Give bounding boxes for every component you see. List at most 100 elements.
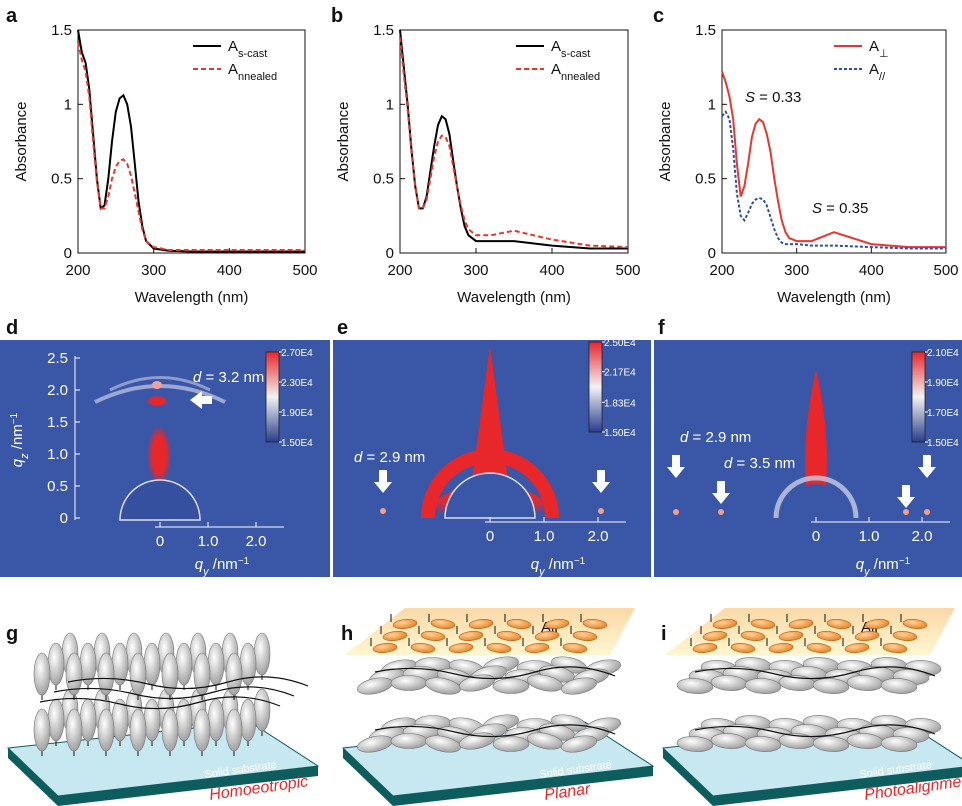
x-tick-label: 400 [217, 262, 242, 279]
mesogen [391, 734, 427, 749]
qy-tick-label: 1.0 [859, 528, 880, 545]
plot-frame [722, 30, 946, 253]
qz-tick-label: 1.5 [47, 414, 68, 431]
bragg-spot [718, 509, 724, 515]
y-tick-label: 1 [64, 96, 72, 113]
annotation-text: = 0.33 [755, 89, 801, 106]
legend-label: A⊥ [869, 38, 889, 60]
label-unit: /nm [545, 556, 574, 573]
qy-tick-label: 1.0 [198, 533, 219, 550]
x-tick-label: 500 [292, 262, 317, 279]
colorbar-label: 2.50E4 [604, 338, 636, 349]
mesogen [66, 709, 82, 751]
specular-rod [147, 425, 171, 485]
x-axis-label: Wavelength (nm) [457, 289, 571, 306]
legend-label: Annealed [551, 61, 600, 83]
annotation: S = 0.35 [812, 200, 868, 217]
mesogen [493, 737, 529, 752]
x-tick-label: 300 [463, 262, 488, 279]
bragg-spot [924, 509, 930, 515]
figure: a 0 0.5 1 1.5 200 300 400 500 Wavelength (nm) Abso… [0, 0, 962, 806]
colorbar-label: 1.50E4 [281, 438, 313, 449]
qz-tick-label: 1.0 [47, 446, 68, 463]
bragg-spot [380, 508, 386, 514]
y-axis-label: Absorbance [13, 101, 30, 181]
panel-label: i [661, 623, 667, 645]
bragg-spot [598, 508, 604, 514]
annotation-text: = 3.5 nm [732, 455, 795, 472]
mesogen [144, 643, 160, 685]
x-tick-label: 400 [539, 262, 564, 279]
label-unit: /nm [209, 556, 238, 573]
y-tick-label: 0.5 [51, 171, 72, 188]
x-tick-label: 200 [709, 262, 734, 279]
x-tick-label: 200 [65, 262, 90, 279]
mesogen [194, 653, 210, 695]
y-tick-label: 1.5 [373, 22, 394, 39]
x-tick-label: 200 [387, 262, 412, 279]
annotation: d = 2.9 nm [680, 429, 751, 446]
mesogen [176, 643, 192, 685]
y-tick-label: 0.5 [373, 171, 394, 188]
annotation-var: S [745, 89, 755, 106]
annotation-text: = 2.9 nm [362, 449, 425, 466]
annotation: S = 0.33 [745, 89, 801, 106]
label-sup: −1 [238, 556, 250, 567]
qy-tick-label: 2.0 [588, 528, 609, 545]
legend-label: A// [869, 61, 886, 83]
bragg-spot [146, 395, 168, 407]
mesogen [254, 689, 270, 731]
panel-label: f [658, 317, 665, 339]
y-tick-label: 0 [708, 245, 716, 262]
mesogen [80, 699, 96, 741]
y-axis-label: Absorbance [657, 101, 674, 181]
panel-label: b [331, 5, 343, 27]
mesogen [493, 679, 529, 694]
colorbar-label: 2.10E4 [927, 348, 959, 359]
qy-tick-label: 0 [812, 528, 820, 545]
qz-tick-label: 2.5 [47, 350, 68, 367]
label-sup: −1 [899, 556, 911, 567]
mesogen [162, 709, 178, 751]
colorbar-label: 2.70E4 [281, 348, 313, 359]
legend-label: As-cast [228, 38, 267, 60]
x-axis-label: Wavelength (nm) [777, 289, 891, 306]
qy-tick-label: 0 [486, 528, 494, 545]
mesogen [130, 653, 146, 695]
annotation: d = 2.9 nm [354, 449, 425, 466]
qy-tick-label: 1.0 [534, 528, 555, 545]
y-tick-label: 1.5 [51, 22, 72, 39]
colorbar-label: 2.30E4 [281, 378, 313, 389]
y-tick-label: 1.5 [695, 22, 716, 39]
bragg-spot [673, 509, 679, 515]
mesogen [254, 633, 270, 675]
panel-label: a [6, 5, 18, 27]
colorbar-label: 1.83E4 [604, 398, 636, 409]
x-tick-label: 300 [141, 262, 166, 279]
qz-tick-label: 2.0 [47, 382, 68, 399]
legend-label: As-cast [551, 38, 590, 60]
y-tick-label: 1 [386, 96, 394, 113]
mesogen [34, 653, 50, 695]
colorbar-label: 1.50E4 [927, 438, 959, 449]
y-tick-label: 1 [708, 96, 716, 113]
qy-tick-label: 2.0 [246, 533, 267, 550]
annotation-var: S [812, 200, 822, 217]
y-axis-label: Absorbance [335, 101, 352, 181]
x-tick-label: 500 [933, 262, 958, 279]
colorbar-label: 1.90E4 [281, 408, 313, 419]
panel-label: c [653, 5, 664, 27]
mesogen [391, 676, 427, 691]
annotation-text: = 2.9 nm [688, 429, 751, 446]
data-line [400, 30, 628, 249]
mesogen [144, 699, 160, 741]
y-tick-label: 0.5 [695, 171, 716, 188]
mesogen [240, 699, 256, 741]
colorbar-label: 1.50E4 [604, 428, 636, 439]
mesogen [130, 709, 146, 751]
mesogen [226, 709, 242, 751]
panel-label: g [6, 623, 18, 645]
colorbar-label: 2.17E4 [604, 368, 636, 379]
annotation: d = 3.5 nm [724, 455, 795, 472]
label-sup: −1 [9, 412, 20, 424]
